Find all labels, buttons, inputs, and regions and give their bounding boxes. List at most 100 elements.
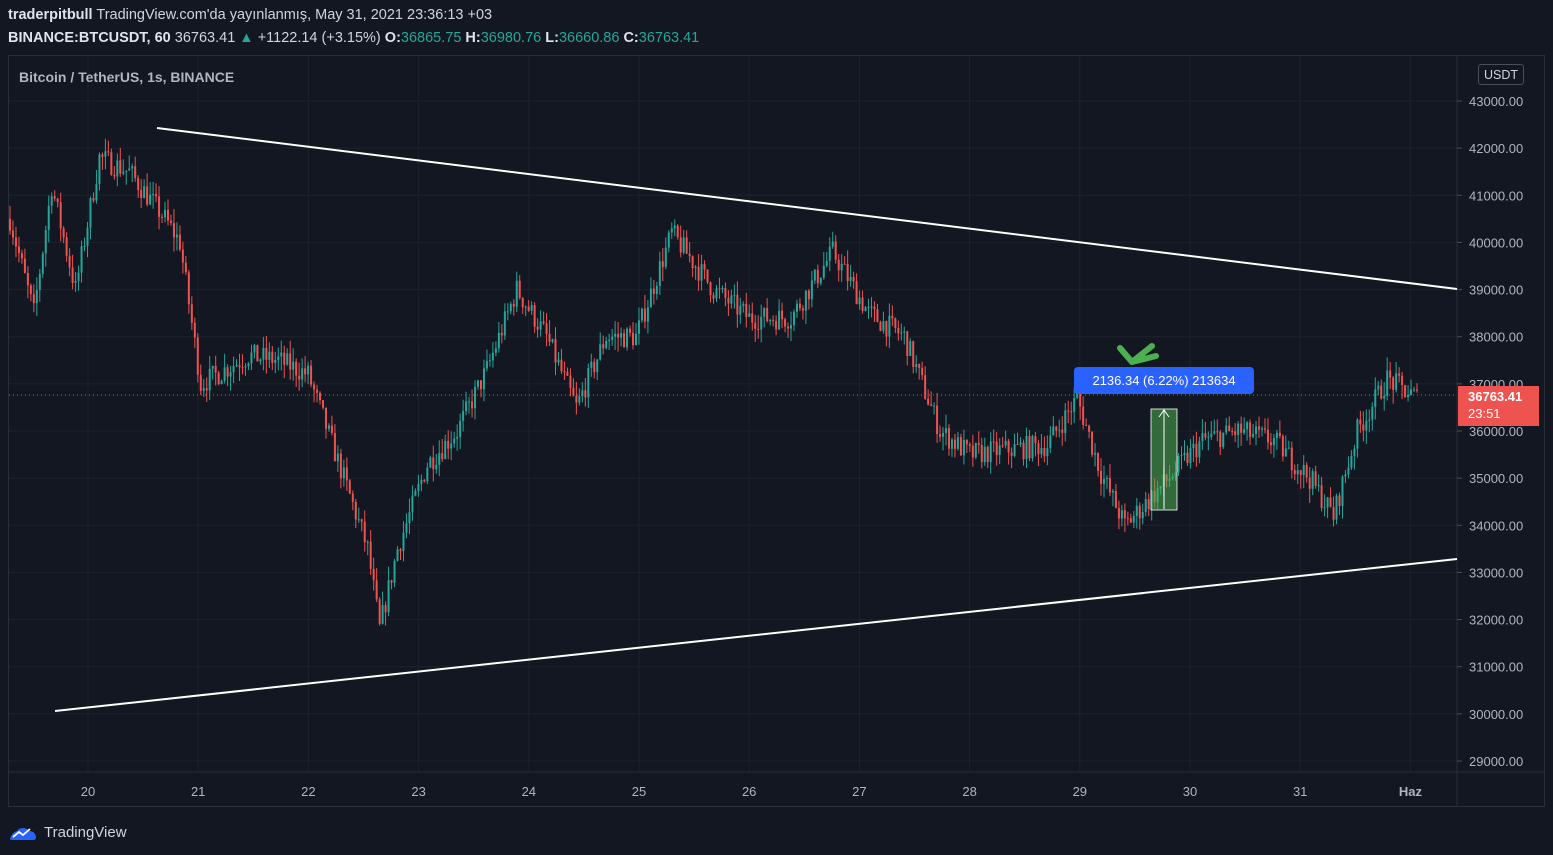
candle-body [1410,389,1413,395]
candle-body [116,160,119,177]
candle-body [584,390,587,398]
candle-body [664,247,667,268]
candle-body [286,353,289,365]
candle-body [1108,478,1111,493]
candle-body [1034,436,1037,444]
candle-body [1237,423,1240,435]
candle-body [825,260,828,266]
candle-body [1180,455,1183,457]
candle-body [1338,495,1341,507]
candle-body [259,359,262,362]
candle-body [1275,432,1278,439]
candle-body [1308,477,1311,489]
candle-body [324,407,327,429]
candle-body [1374,389,1377,407]
candlestick-series [9,138,1418,626]
time-tick-label: 22 [301,784,315,799]
candle-body [363,521,366,543]
candle-body [1353,448,1356,456]
candle-body [974,443,977,458]
candle-body [1213,431,1216,434]
candle-body [1326,497,1329,508]
candle-body [942,432,945,437]
candle-body [545,323,548,334]
candle-body [626,328,629,348]
candle-body [1383,395,1386,399]
candle-body [1386,370,1389,396]
candle-body [661,261,664,268]
candle-body [193,322,196,338]
candle-body [557,359,560,363]
candle-body [199,374,202,391]
candle-body [158,196,161,217]
candle-body [289,353,292,370]
candle-body [1094,453,1097,455]
candle-body [477,380,480,387]
candle-body [694,266,697,269]
currency-button[interactable]: USDT [1478,64,1524,85]
candle-body [1073,397,1076,412]
candle-body [688,253,691,257]
candle-body [316,389,319,393]
candle-body [849,276,852,282]
candle-body [947,428,950,449]
lower-trendline [54,558,1458,712]
candle-body [1311,471,1314,489]
candle-body [426,467,429,482]
candle-body [488,360,491,362]
candle-body [104,151,107,157]
candle-body [602,344,605,349]
candle-body [83,245,86,247]
candle-body [429,457,432,468]
low-value: 36660.86 [558,30,620,46]
candle-body [208,368,211,391]
candle-body [962,440,965,456]
candle-body [977,443,980,445]
candle-body [283,352,286,365]
candle-body [643,308,646,322]
candle-body [62,228,65,238]
candle-body [17,246,20,254]
candle-body [605,341,608,349]
candle-body [521,297,524,308]
chart-pane[interactable] [8,55,1545,807]
candle-body [757,328,760,330]
candle-body [903,331,906,333]
candle-body [1058,429,1061,431]
time-tick-label: 30 [1183,784,1197,799]
candle-body [405,523,408,533]
candle-body [497,332,500,349]
candle-body [453,438,456,444]
time-tick-label: 23 [411,784,425,799]
candle-body [837,259,840,271]
time-tick-label: 21 [191,784,205,799]
candle-body [250,352,253,364]
candle-body [1329,497,1332,508]
candle-body [709,282,712,296]
candle-body [1031,436,1034,459]
candle-body [912,341,915,367]
candle-body [1186,452,1189,464]
candle-body [292,361,295,370]
candle-body [596,359,599,373]
high-label: H: [465,30,481,46]
candle-body [864,307,867,312]
candle-body [1332,507,1335,520]
candle-body [1043,447,1046,457]
candle-body [930,404,933,406]
candle-body [80,246,83,273]
publish-date: TradingView.com'da yayınlanmış, May 31, … [96,7,493,23]
tradingview-brand[interactable]: TradingView [8,820,127,844]
author-name[interactable]: traderpitbull [8,7,93,23]
candle-body [1320,485,1323,509]
candle-body [357,519,360,521]
candle-body [581,390,584,397]
candle-body [599,344,602,360]
candle-body [804,290,807,311]
candle-body [235,365,238,367]
candle-body [766,308,769,322]
candle-body [1416,389,1418,391]
candle-body [1052,426,1055,436]
candle-body [655,285,658,294]
